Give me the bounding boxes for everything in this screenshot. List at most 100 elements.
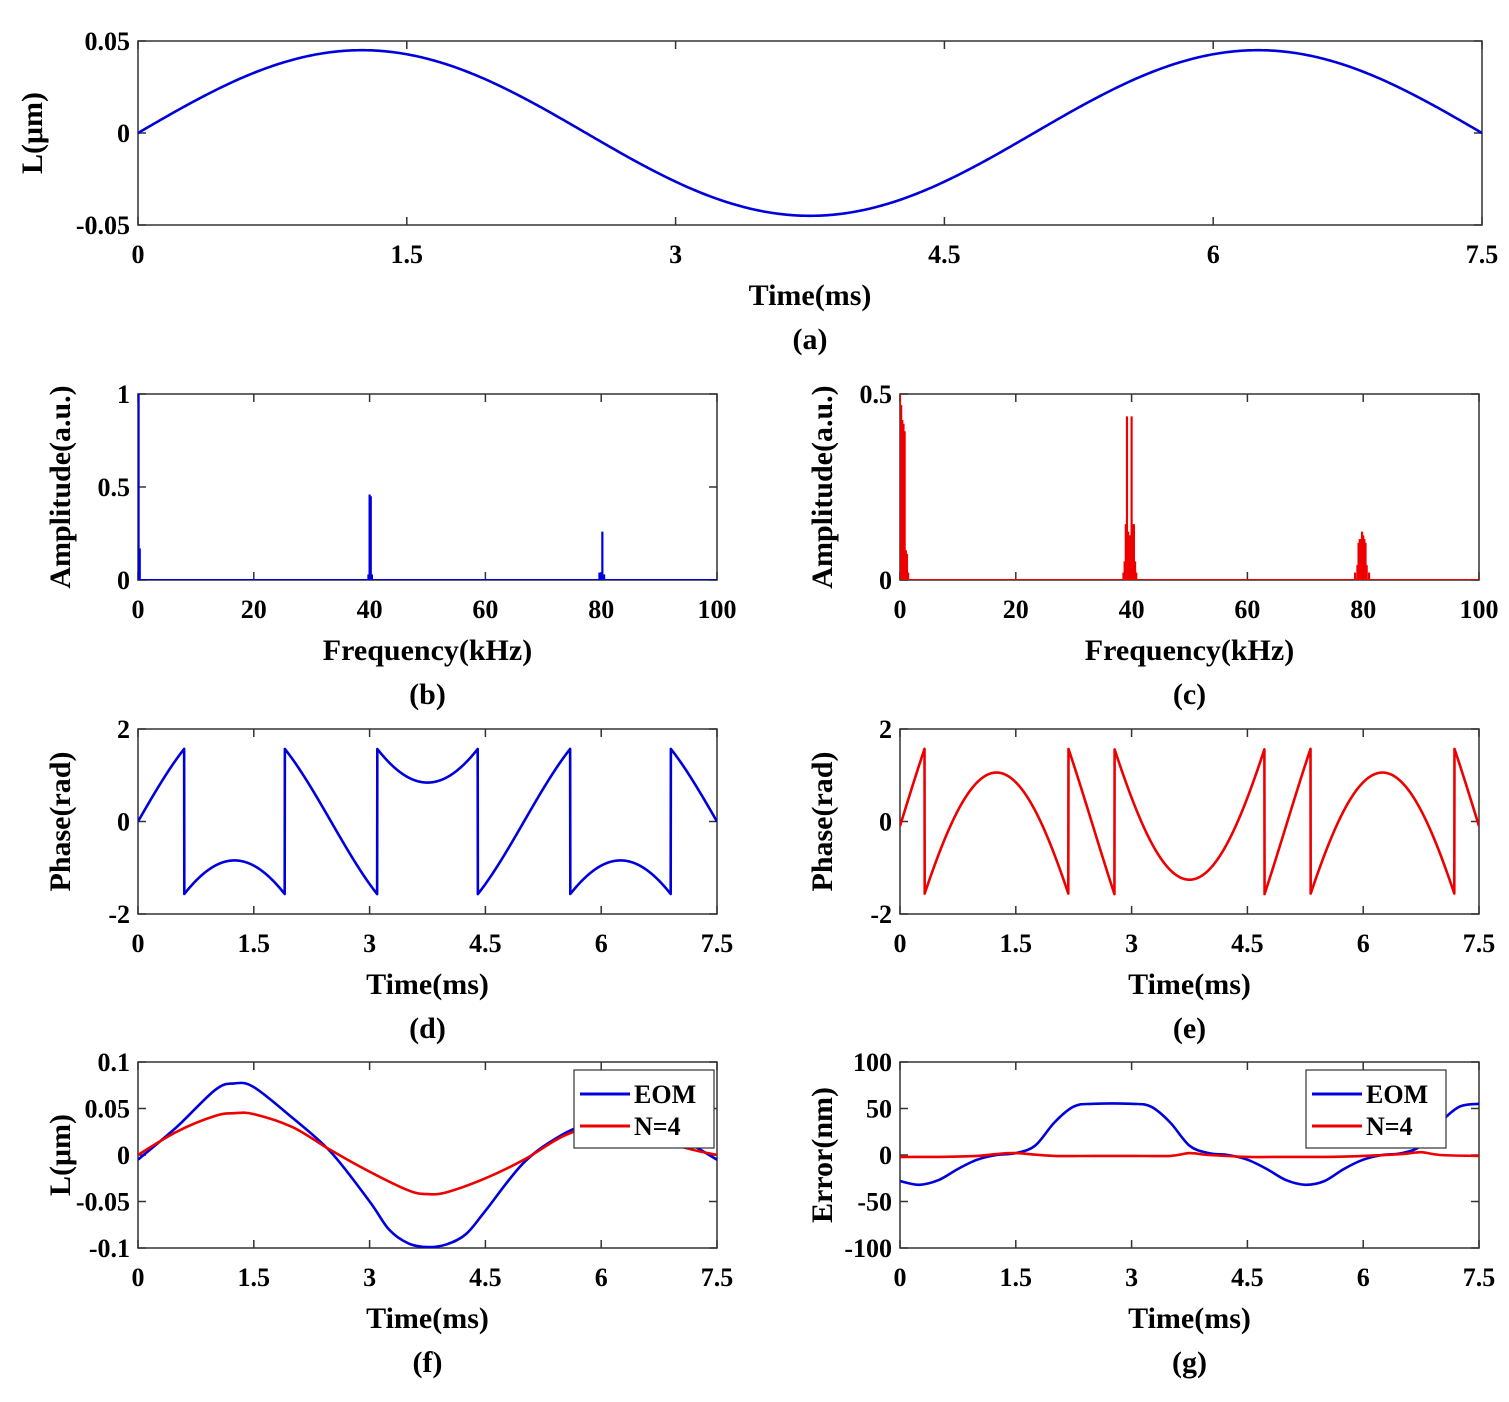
plot-area	[900, 394, 1479, 580]
x-tick-label: 0	[894, 929, 907, 958]
x-tick-label: 4.5	[1231, 1263, 1264, 1292]
y-tick-label: 50	[866, 1095, 892, 1124]
plot-area	[138, 48, 1482, 218]
y-tick-label: 0.05	[85, 27, 131, 56]
legend-label: N=4	[1366, 1112, 1413, 1141]
legend-label: EOM	[634, 1080, 696, 1109]
x-tick-label: 100	[1460, 595, 1499, 624]
series-line	[900, 747, 1479, 896]
panel-label: (d)	[409, 1012, 446, 1045]
x-tick-label: 7.5	[1466, 240, 1499, 269]
series-line	[138, 747, 717, 896]
y-tick-label: -0.1	[89, 1234, 130, 1263]
x-tick-label: 3	[669, 240, 682, 269]
x-tick-label: 1.5	[391, 240, 424, 269]
panel-b: 0 20 40 60 80 100 0 0.5 1 Frequency(kHz) Amplitude…	[44, 380, 737, 711]
x-tick-label: 7.5	[701, 1263, 734, 1292]
y-tick-label: -0.05	[76, 211, 130, 240]
y-axis-label: Amplitude(a.u.)	[44, 385, 77, 588]
panel-f: 0 1.5 3 4.5 6 7.5 -0.1 -0.05 0 0.05 0.1 Time(ms) L(μ…	[44, 1048, 733, 1379]
y-tick-label: 0	[879, 808, 892, 837]
x-tick-label: 6	[595, 929, 608, 958]
x-axis-label: Time(ms)	[1128, 1302, 1251, 1335]
y-tick-label: 0.05	[85, 1095, 131, 1124]
y-axis-label: L(μm)	[16, 92, 49, 174]
y-tick-label: 0	[117, 1141, 130, 1170]
x-tick-label: 6	[595, 1263, 608, 1292]
panel-c: 0 20 40 60 80 100 0 0.5 Frequency(kHz) Amplitude(…	[806, 380, 1499, 711]
y-tick-label: -0.05	[76, 1188, 130, 1217]
x-tick-label: 7.5	[701, 929, 734, 958]
y-tick-label: -50	[857, 1188, 892, 1217]
y-tick-label: -100	[844, 1234, 892, 1263]
panel-label: (c)	[1173, 678, 1206, 711]
y-tick-label: 1	[117, 380, 130, 409]
x-tick-label: 1.5	[1000, 929, 1033, 958]
x-tick-label: 6	[1357, 1263, 1370, 1292]
x-axis-label: Frequency(kHz)	[323, 634, 532, 667]
x-tick-label: 4.5	[1231, 929, 1264, 958]
plot-area	[900, 1102, 1479, 1187]
x-tick-label: 1.5	[238, 929, 271, 958]
y-tick-label: 0.1	[98, 1048, 131, 1077]
plot-area	[138, 394, 717, 580]
x-tick-label: 60	[1234, 595, 1260, 624]
y-axis-label: L(μm)	[44, 1114, 77, 1196]
x-tick-label: 20	[1003, 595, 1029, 624]
y-tick-label: 0	[117, 566, 130, 595]
x-tick-label: 4.5	[469, 929, 502, 958]
y-tick-label: -2	[870, 900, 892, 929]
panel-label: (e)	[1173, 1012, 1206, 1045]
x-tick-label: 6	[1357, 929, 1370, 958]
x-tick-label: 0	[132, 1263, 145, 1292]
legend: EOM N=4	[1305, 1069, 1447, 1149]
x-axis-label: Time(ms)	[749, 279, 872, 312]
x-tick-label: 0	[132, 929, 145, 958]
x-axis-label: Time(ms)	[1128, 968, 1251, 1001]
panel-label: (a)	[793, 323, 828, 356]
legend: EOM N=4	[573, 1069, 715, 1149]
x-tick-label: 1.5	[1000, 1263, 1033, 1292]
y-tick-label: -2	[108, 900, 130, 929]
y-tick-label: 100	[853, 1048, 892, 1077]
y-tick-label: 0	[879, 1141, 892, 1170]
legend-box	[1305, 1069, 1447, 1149]
y-tick-label: 0.5	[860, 380, 893, 409]
panel-label: (f)	[413, 1346, 443, 1379]
x-tick-label: 0	[894, 595, 907, 624]
x-tick-label: 80	[588, 595, 614, 624]
y-axis-label: Amplitude(a.u.)	[806, 385, 839, 588]
x-tick-label: 40	[1119, 595, 1145, 624]
y-tick-label: 0	[879, 566, 892, 595]
legend-label: N=4	[634, 1112, 681, 1141]
x-tick-label: 7.5	[1463, 929, 1496, 958]
panel-label: (g)	[1172, 1346, 1207, 1379]
x-tick-label: 0	[132, 240, 145, 269]
legend-label: EOM	[1366, 1080, 1428, 1109]
x-tick-label: 3	[1125, 929, 1138, 958]
x-tick-label: 0	[894, 1263, 907, 1292]
legend-box	[573, 1069, 715, 1149]
plot-area	[900, 747, 1479, 896]
y-tick-label: 0.5	[98, 473, 131, 502]
y-axis-label: Error(nm)	[806, 1087, 839, 1223]
x-tick-label: 80	[1350, 595, 1376, 624]
y-tick-label: 0	[117, 119, 130, 148]
x-tick-label: 3	[363, 1263, 376, 1292]
x-tick-label: 60	[472, 595, 498, 624]
x-tick-label: 20	[241, 595, 267, 624]
x-tick-label: 3	[363, 929, 376, 958]
x-tick-label: 3	[1125, 1263, 1138, 1292]
panel-label: (b)	[409, 678, 446, 711]
x-tick-label: 4.5	[928, 240, 961, 269]
x-tick-label: 100	[698, 595, 737, 624]
x-axis-label: Frequency(kHz)	[1085, 634, 1294, 667]
y-tick-label: 2	[879, 715, 892, 744]
y-tick-label: 0	[117, 808, 130, 837]
series-line-n4	[900, 1150, 1479, 1159]
y-tick-label: 2	[117, 715, 130, 744]
